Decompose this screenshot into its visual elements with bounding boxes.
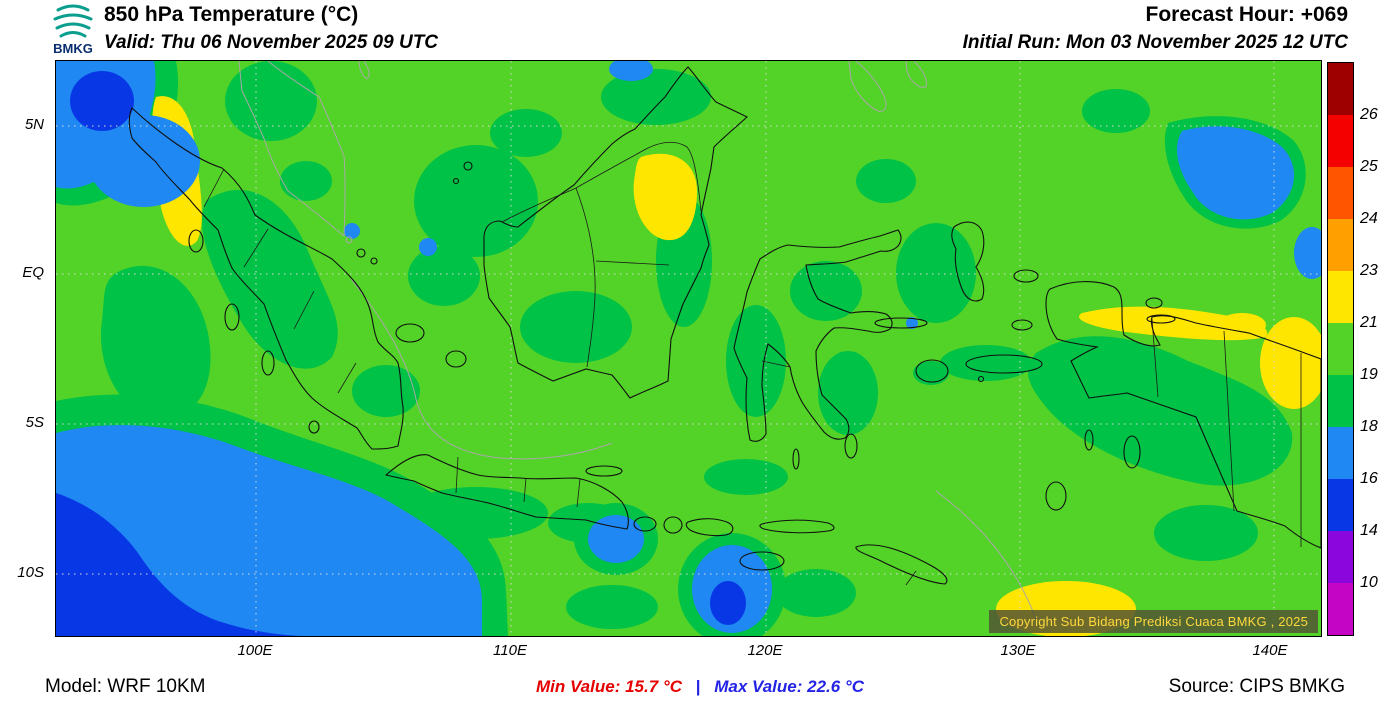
min-value-label: Min Value: 15.7 °C xyxy=(535,677,682,696)
colorbar-segment xyxy=(1328,375,1353,427)
source-label: Source: CIPS BMKG xyxy=(1168,676,1345,697)
colorbar-segment xyxy=(1328,531,1353,583)
bmkg-logo: BMKG xyxy=(46,1,100,58)
colorbar-segment xyxy=(1328,63,1353,115)
lat-axis-label-eq: EQ xyxy=(22,264,44,281)
colorbar-label: 14 xyxy=(1360,522,1378,539)
secondary-boundaries xyxy=(238,61,1037,620)
colorbar-segment xyxy=(1328,427,1353,479)
lat-axis-label-5s: 5S xyxy=(25,414,44,431)
lon-axis-label-120e: 120E xyxy=(747,642,783,659)
graticule xyxy=(56,61,1321,636)
colorbar-label: 26 xyxy=(1360,106,1378,123)
colorbar-segment xyxy=(1328,583,1353,635)
map-frame: Copyright Sub Bidang Prediksi Cuaca BMKG… xyxy=(55,60,1322,637)
lon-axis-label-140e: 140E xyxy=(1252,642,1288,659)
copyright-badge: Copyright Sub Bidang Prediksi Cuaca BMKG… xyxy=(989,610,1318,633)
map-canvas xyxy=(56,61,1321,636)
max-value-label: Max Value: 22.6 °C xyxy=(714,677,865,696)
colorbar-label: 21 xyxy=(1360,314,1378,331)
colorbar-label: 18 xyxy=(1360,418,1378,435)
forecast-hour-label: Forecast Hour: +069 xyxy=(1145,3,1349,26)
lon-axis-label-110e: 110E xyxy=(493,642,527,659)
colorbar-segment xyxy=(1328,167,1353,219)
minmax-values: Min Value: 15.7 °C | Max Value: 22.6 °C xyxy=(0,677,1400,697)
colorbar-segment xyxy=(1328,323,1353,375)
bmkg-logo-text: BMKG xyxy=(53,41,93,56)
colorbar-label: 23 xyxy=(1360,262,1378,279)
colorbar-label: 24 xyxy=(1360,210,1378,227)
colorbar-segment xyxy=(1328,115,1353,167)
initial-run-label: Initial Run: Mon 03 November 2025 12 UTC xyxy=(962,32,1348,53)
colorbar-label: 19 xyxy=(1360,366,1378,383)
temp-band-deep-blue xyxy=(56,71,746,636)
temp-band-yellow xyxy=(152,96,1321,636)
colorbar-segment xyxy=(1328,271,1353,323)
colorbar-label: 25 xyxy=(1360,158,1378,175)
page-title: 850 hPa Temperature (°C) xyxy=(104,3,359,26)
admin-boundaries xyxy=(203,141,1302,586)
colorbar-label: 10 xyxy=(1360,574,1378,591)
colorbar-segment xyxy=(1328,219,1353,271)
lat-axis-label-5n: 5N xyxy=(24,116,44,133)
coastlines xyxy=(128,66,1321,585)
lon-axis-label-100e: 100E xyxy=(237,642,273,659)
colorbar-label: 16 xyxy=(1360,470,1378,487)
temperature-colorbar xyxy=(1327,62,1354,636)
colorbar-segment xyxy=(1328,479,1353,531)
bmkg-logo-icon: BMKG xyxy=(53,4,93,56)
minmax-separator: | xyxy=(695,677,701,696)
model-label: Model: WRF 10KM xyxy=(45,676,206,697)
valid-time-label: Valid: Thu 06 November 2025 09 UTC xyxy=(104,32,439,53)
lat-axis-label-10s: 10S xyxy=(17,564,44,581)
lon-axis-label-130e: 130E xyxy=(1000,642,1036,659)
